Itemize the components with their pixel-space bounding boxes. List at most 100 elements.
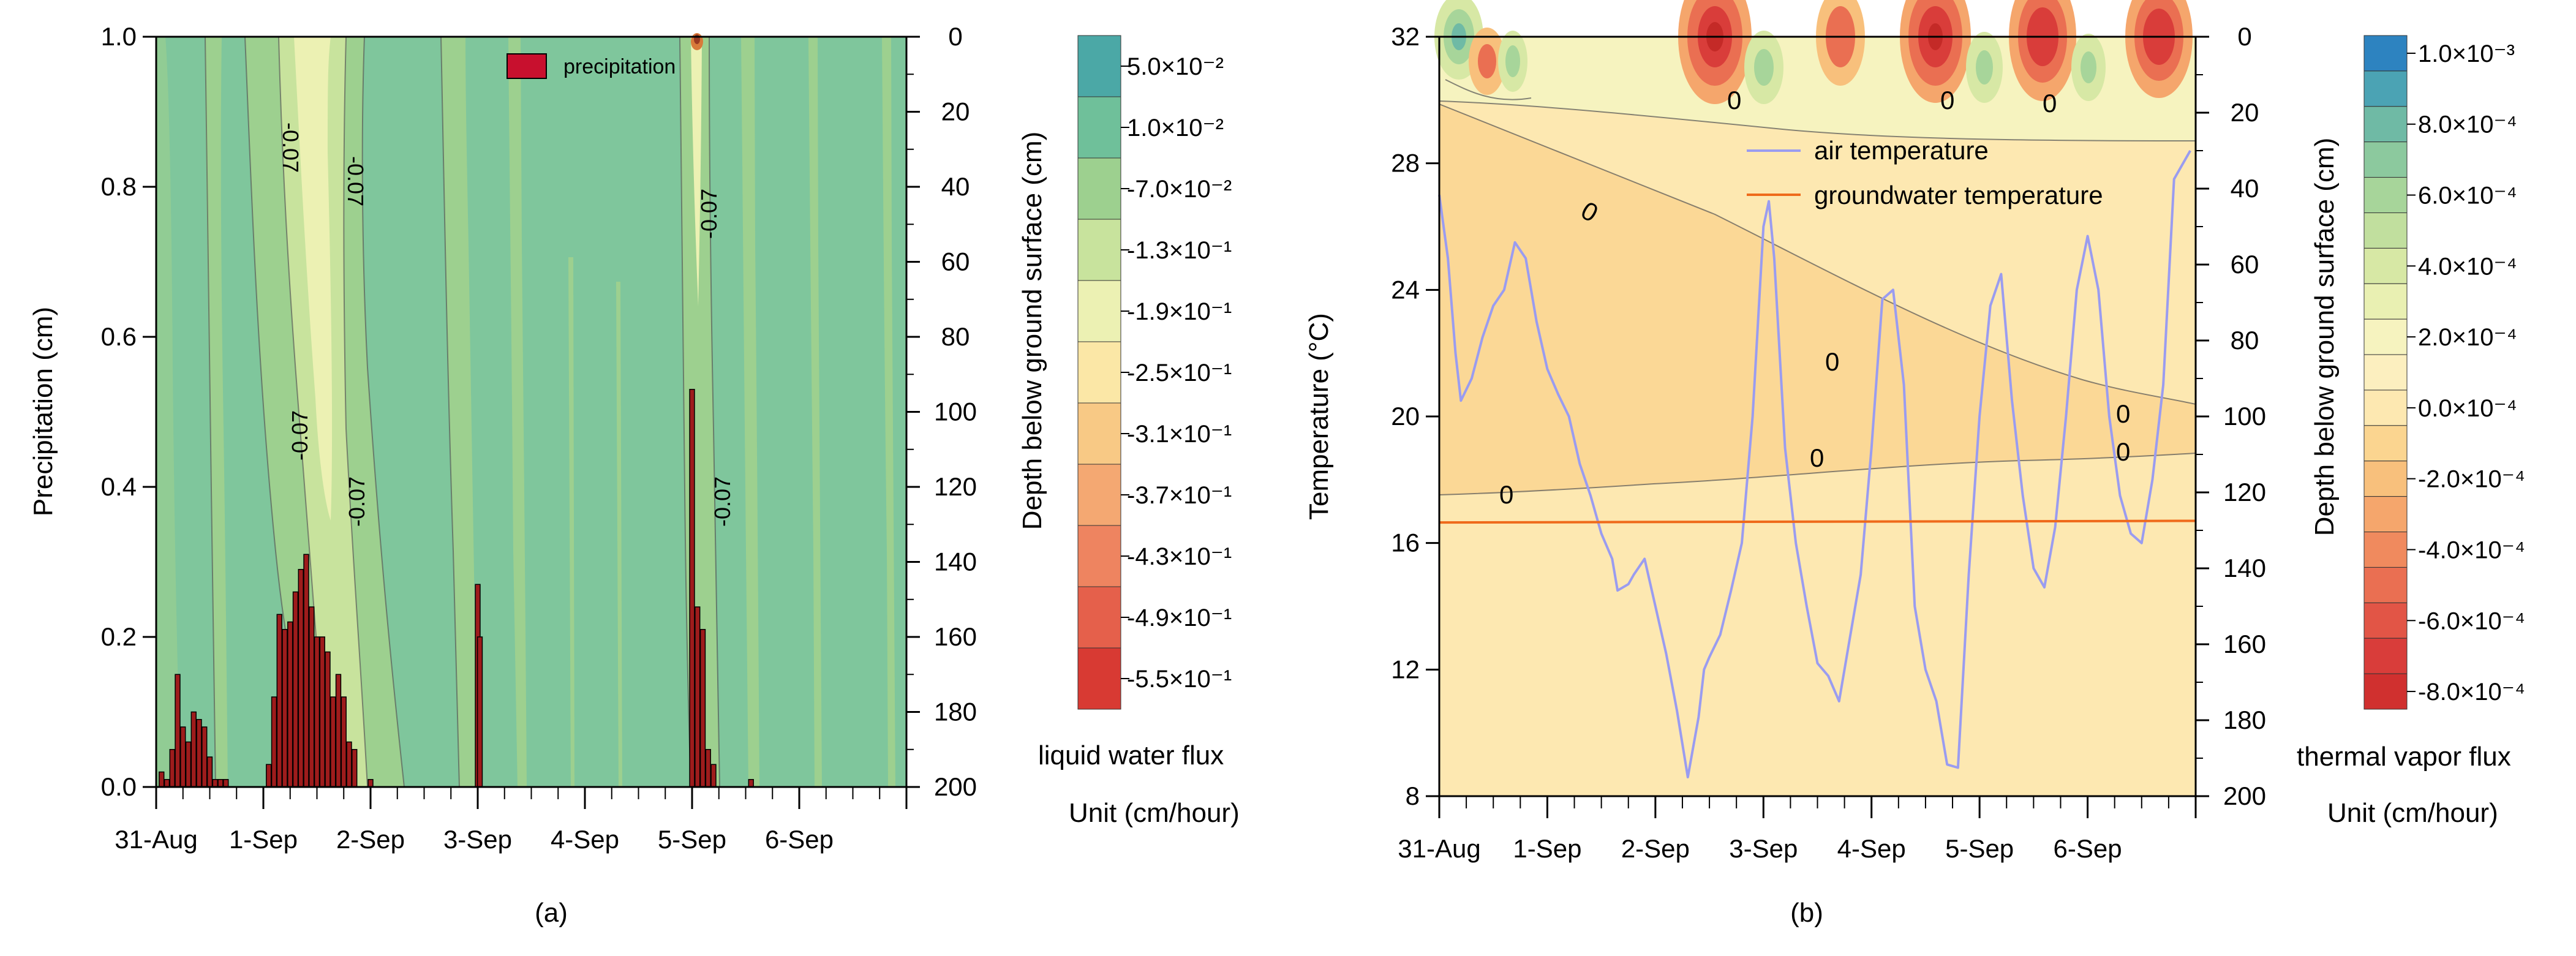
colorbar-label: -4.9×10⁻¹ <box>1127 604 1232 631</box>
colorbar-swatch <box>2363 70 2408 107</box>
precipitation-bar <box>169 749 175 788</box>
precipitation-bar <box>303 554 309 788</box>
contour-label: 0 <box>2043 89 2057 118</box>
y-tick-label-left: 1.0 <box>101 22 137 51</box>
y-tick-label-left: 0.4 <box>101 472 137 501</box>
precipitation-bar <box>748 779 754 788</box>
colorbar-swatch <box>1077 35 1121 97</box>
precipitation-bar <box>164 779 170 788</box>
colorbar-swatch <box>2363 602 2408 639</box>
colorbar-label: 2.0×10⁻⁴ <box>2418 324 2517 351</box>
precipitation-bar <box>282 629 288 788</box>
contour-label: -0.07 <box>287 410 312 461</box>
y-tick-label-left: 0.8 <box>101 172 137 201</box>
y-tick-label-right: 80 <box>941 322 970 351</box>
colorbar-swatch <box>2363 35 2408 72</box>
x-tick-label: 1-Sep <box>1513 834 1581 863</box>
precipitation-bar <box>217 779 224 788</box>
y-tick-label-right: 120 <box>2223 478 2266 506</box>
colorbar-label: 0.0×10⁻⁴ <box>2418 395 2517 422</box>
precipitation-bar <box>346 741 352 788</box>
colorbar-swatch <box>2363 141 2408 178</box>
precipitation-bar <box>185 741 192 788</box>
contour-label: -0.07 <box>710 476 735 527</box>
right-axis-a: 0 20 40 60 80 100 120 140 160 180 200 <box>906 22 977 801</box>
colorbar-swatch <box>2363 354 2408 391</box>
precipitation-bar <box>325 651 331 788</box>
precipitation-bar <box>352 749 358 788</box>
y-tick-label-right: 160 <box>934 622 977 651</box>
colorbar-label: -7.0×10⁻² <box>1127 176 1232 203</box>
y-tick-label-right: 80 <box>2231 326 2259 355</box>
colorbar-swatch <box>1077 647 1121 710</box>
precipitation-bar <box>309 606 315 788</box>
legend-swatch-precipitation <box>507 53 547 79</box>
colorbar-label: -3.7×10⁻¹ <box>1127 482 1232 509</box>
y-tick-label-right: 180 <box>934 698 977 726</box>
contour-label: 0 <box>1940 86 1954 115</box>
precipitation-bar <box>695 606 701 788</box>
colorbar-label: 8.0×10⁻⁴ <box>2418 111 2517 138</box>
colorbar-swatch <box>2363 673 2408 710</box>
precipitation-bar <box>705 749 711 788</box>
panel-a: -0.07 -0.07 -0.07 -0.07 -0.07 -0.07 prec… <box>28 22 1240 928</box>
colorbar-label: 1.0×10⁻³ <box>2418 40 2515 67</box>
liquid-flux-contours <box>156 33 895 788</box>
colorbar-label: 5.0×10⁻² <box>1127 53 1224 80</box>
precipitation-bar <box>212 779 218 788</box>
precipitation-bar <box>298 569 304 788</box>
x-axis-a: 31-Aug 1-Sep 2-Sep 3-Sep 4-Sep 5-Sep 6-Sep <box>115 787 908 854</box>
y-tick-label-right: 200 <box>2223 781 2266 810</box>
colorbar-swatch <box>2363 638 2408 674</box>
colorbar-swatch <box>2363 390 2408 426</box>
precipitation-bar <box>689 389 695 788</box>
precipitation-bar <box>206 756 213 788</box>
y-tick-label-left: 0.0 <box>101 772 137 801</box>
panel-caption-b: (b) <box>1790 898 1823 928</box>
x-axis-b: 31-Aug 1-Sep 2-Sep 3-Sep 4-Sep 5-Sep 6-Sep <box>1398 796 2197 863</box>
y-axis-label-right-b: Depth below ground surface (cm) <box>2310 138 2340 536</box>
precipitation-bar <box>175 674 181 788</box>
precipitation-bar <box>710 764 717 788</box>
x-tick-label: 6-Sep <box>765 825 834 854</box>
contour-label: 0 <box>1825 347 1839 376</box>
colorbar-swatch <box>2363 177 2408 213</box>
colorbar-swatch <box>2363 461 2408 497</box>
left-axis-b: 8 12 16 20 24 28 32 <box>1391 22 1439 810</box>
colorbar-swatch <box>2363 212 2408 249</box>
colorbar-swatch <box>1077 525 1121 587</box>
x-tick-label: 31-Aug <box>115 825 197 854</box>
colorbar-swatch <box>1077 157 1121 220</box>
contour-label: 0 <box>1810 443 1824 472</box>
contour-label: 0 <box>1727 86 1741 115</box>
legend-a: precipitation <box>507 53 676 79</box>
y-tick-label-right: 100 <box>934 397 977 426</box>
colorbar-label: -5.5×10⁻¹ <box>1127 666 1232 693</box>
y-tick-label-left: 16 <box>1391 529 1420 557</box>
y-tick-label-right: 20 <box>941 97 970 126</box>
precipitation-bars <box>159 389 754 788</box>
precipitation-bar <box>330 696 336 788</box>
x-tick-label: 5-Sep <box>658 825 726 854</box>
colorbar-label: -2.0×10⁻⁴ <box>2418 466 2525 493</box>
precipitation-bar <box>271 696 277 788</box>
y-tick-label-right: 0 <box>2237 22 2251 51</box>
colorbar-label: -2.5×10⁻¹ <box>1127 359 1232 386</box>
precipitation-bar <box>287 621 293 788</box>
y-tick-label-right: 20 <box>2231 98 2259 127</box>
y-tick-label-right: 60 <box>2231 250 2259 279</box>
precipitation-bar <box>223 779 229 788</box>
colorbar-b: 1.0×10⁻³ 8.0×10⁻⁴ 6.0×10⁻⁴ 4.0×10⁻⁴ 2.0×10⁻⁴… <box>2363 35 2525 710</box>
colorbar-swatch <box>2363 247 2408 284</box>
legend-label-precipitation: precipitation <box>563 55 676 78</box>
precipitation-bar <box>180 726 186 788</box>
colorbar-swatch <box>2363 496 2408 533</box>
y-tick-label-left: 20 <box>1391 402 1420 431</box>
contour-label: -0.07 <box>696 189 721 239</box>
colorbar-swatch <box>1077 402 1121 465</box>
y-tick-label-left: 28 <box>1391 149 1420 178</box>
colorbar-label: 1.0×10⁻² <box>1127 115 1224 141</box>
colorbar-unit-a: Unit (cm/hour) <box>1069 798 1240 828</box>
contour-label: 0 <box>2116 399 2130 428</box>
colorbar-swatch <box>2363 318 2408 355</box>
